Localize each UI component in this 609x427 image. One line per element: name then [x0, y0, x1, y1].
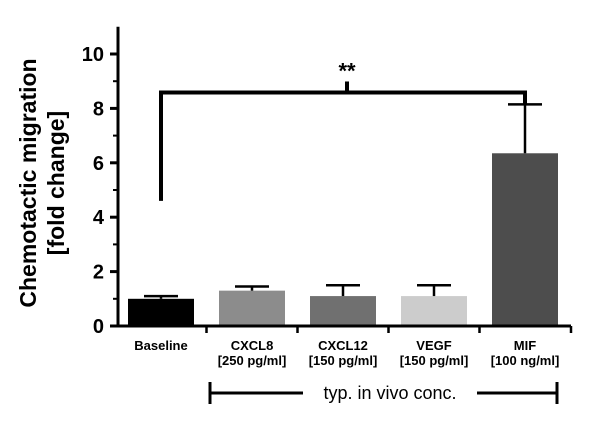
significance-line	[159, 90, 527, 201]
y-tick-label: 0	[93, 316, 104, 338]
bar	[128, 298, 194, 326]
category-label: CXCL12	[318, 338, 368, 353]
y-tick-label: 4	[93, 207, 105, 229]
y-tick-label: 6	[93, 153, 104, 175]
category-label: CXCL8	[231, 338, 274, 353]
bar	[310, 296, 376, 326]
group-bracket: typ. in vivo conc.	[208, 382, 559, 404]
bar	[492, 153, 558, 326]
category-label: Baseline	[134, 338, 187, 353]
group-bracket-label: typ. in vivo conc.	[323, 383, 456, 403]
error-bars	[144, 103, 542, 299]
y-tick-label: 2	[93, 262, 104, 284]
bar	[219, 290, 285, 326]
y-tick-label: 10	[82, 44, 104, 66]
significance-bracket: **	[159, 58, 527, 201]
category-label: VEGF	[416, 338, 451, 353]
significance-label: **	[338, 58, 356, 83]
category-concentration: [150 pg/ml]	[400, 353, 469, 368]
category-concentration: [150 pg/ml]	[309, 353, 378, 368]
x-axis: Baseline CXCL8[250 pg/ml]CXCL12[150 pg/ml…	[117, 324, 573, 368]
y-axis: 0 2 4 6 8 10	[82, 26, 120, 338]
category-concentration: [250 pg/ml]	[218, 353, 287, 368]
y-axis-title: Chemotactic migration [fold change]	[15, 58, 69, 307]
y-axis-title-line-1: Chemotactic migration	[15, 58, 41, 307]
category-concentration: [100 ng/ml]	[491, 353, 560, 368]
category-label: MIF	[514, 338, 536, 353]
y-tick-label: 8	[93, 98, 104, 120]
bars	[128, 153, 558, 326]
bar	[401, 296, 467, 326]
y-axis-title-line-2: [fold change]	[43, 111, 69, 255]
